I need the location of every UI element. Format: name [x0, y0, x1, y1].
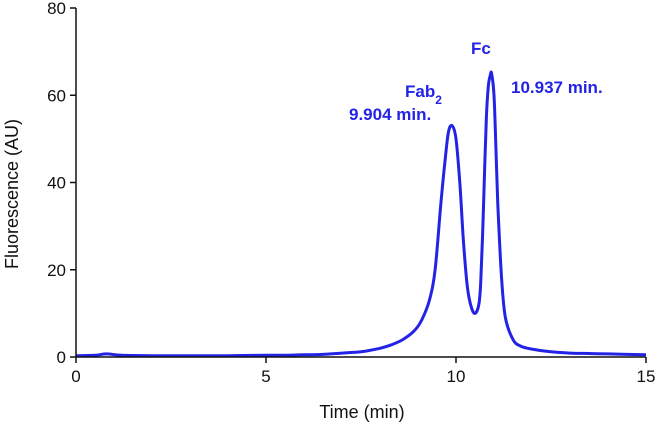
y-tick-label: 40: [47, 174, 66, 193]
y-axis-title: Fluorescence (AU): [2, 119, 22, 269]
series-layer: [75, 70, 647, 358]
x-tick-label: 0: [71, 367, 80, 386]
x-tick-label: 5: [261, 367, 270, 386]
x-tick-label: 10: [447, 367, 466, 386]
x-axis-title: Time (min): [319, 402, 404, 422]
fab-peak-label: Fab2: [405, 82, 442, 107]
fluorescence-series-line: [75, 70, 647, 358]
fc-peak-label: Fc: [471, 39, 491, 58]
fc-retention-time-label: 10.937 min.: [511, 78, 603, 97]
y-tick-label: 80: [47, 0, 66, 18]
y-tick-label: 60: [47, 86, 66, 105]
x-tick-label: 15: [637, 367, 656, 386]
y-tick-label: 0: [57, 348, 66, 367]
fab-retention-time-label: 9.904 min.: [349, 105, 431, 124]
y-tick-label: 20: [47, 261, 66, 280]
ticks-layer: 0 20 40 60 80 0 5 10 15: [47, 0, 655, 386]
